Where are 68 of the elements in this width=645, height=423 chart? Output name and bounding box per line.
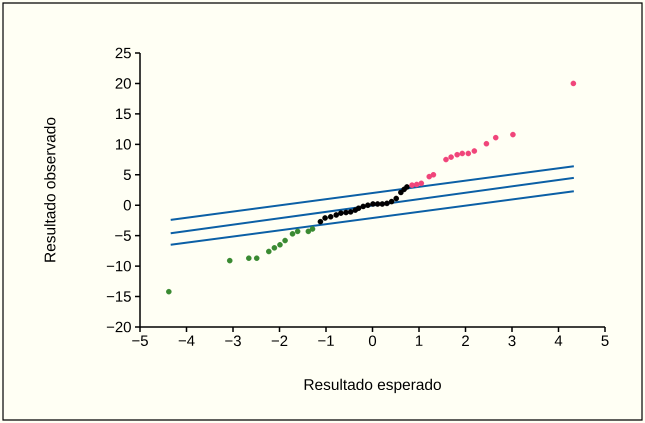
x-tick-label: −4	[178, 336, 195, 346]
point	[328, 214, 334, 220]
point	[333, 212, 340, 218]
y-tick-label: 0	[124, 200, 131, 211]
point	[277, 242, 283, 248]
x-tick-label: −3	[225, 336, 241, 346]
point	[322, 215, 328, 221]
y-tick-label: −15	[106, 291, 131, 302]
x-tick-label: 1	[416, 336, 422, 346]
point	[318, 218, 324, 224]
point	[272, 245, 278, 251]
y-tick-label: 15	[116, 108, 131, 120]
x-tick-label: −2	[272, 336, 288, 346]
point	[379, 201, 386, 207]
point	[226, 258, 233, 264]
point	[374, 201, 380, 207]
point	[393, 196, 400, 202]
point	[306, 228, 312, 234]
point	[310, 226, 316, 232]
point	[418, 180, 424, 186]
y-tick-label: 25	[116, 48, 131, 58]
y-tick-label: 10	[116, 139, 131, 150]
point	[459, 150, 466, 156]
x-tick-label: 4	[554, 336, 562, 346]
point	[290, 231, 296, 237]
x-axis-title: Resultado esperado	[304, 378, 441, 394]
x-tick-label: 3	[508, 336, 516, 346]
point	[409, 182, 415, 188]
point	[266, 248, 272, 254]
y-axis-title: Resultado observado	[44, 118, 56, 262]
y-tick-label: −20	[106, 322, 131, 332]
x-tick-label: 0	[368, 336, 376, 346]
point	[570, 80, 576, 86]
x-tick-label: 5	[601, 336, 609, 346]
point	[356, 205, 362, 212]
x-tick-label: 2	[462, 336, 469, 346]
point	[404, 184, 410, 190]
point	[510, 132, 516, 138]
point	[365, 202, 371, 208]
x-tick-label: −1	[318, 336, 334, 346]
point	[338, 210, 344, 216]
point	[443, 156, 449, 162]
point	[384, 200, 390, 206]
point	[472, 148, 478, 154]
point	[430, 172, 436, 178]
point	[454, 152, 460, 158]
point	[492, 134, 499, 140]
y-tick-label: −5	[115, 230, 131, 241]
point	[294, 228, 300, 234]
point	[448, 154, 454, 160]
x-tick-label: −5	[132, 336, 148, 346]
point	[465, 150, 472, 156]
point	[246, 255, 252, 261]
point	[426, 174, 432, 180]
point	[282, 238, 288, 244]
y-tick-label: −10	[106, 260, 131, 272]
point	[398, 190, 404, 196]
point	[254, 255, 260, 261]
y-tick-label: 20	[116, 78, 131, 89]
point	[414, 182, 420, 188]
point	[484, 140, 490, 147]
point	[360, 204, 366, 210]
point	[343, 210, 349, 216]
point	[370, 201, 376, 207]
point	[166, 288, 172, 294]
point	[388, 198, 394, 204]
point	[348, 209, 354, 215]
y-tick-label: 5	[124, 170, 131, 180]
